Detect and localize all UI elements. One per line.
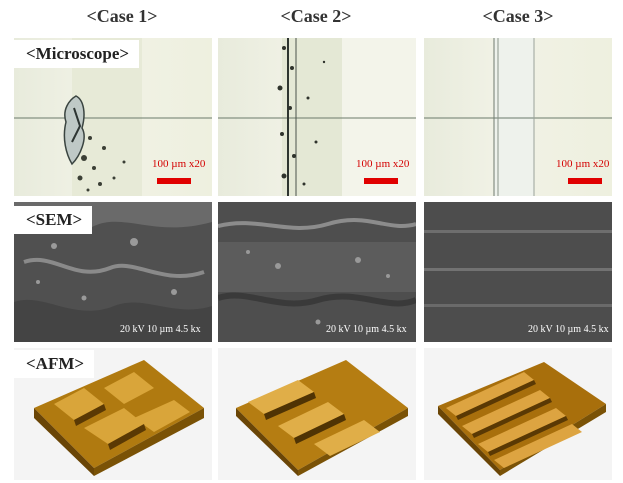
afm-case-3-image: [438, 362, 606, 476]
microscope-scale-bar-1: [157, 178, 191, 184]
sem-case-3: 20 kV 10 µm 4.5 kx: [424, 202, 612, 342]
microscope-scale-bar-2: [364, 178, 398, 184]
case-3-header: <Case 3>: [482, 6, 554, 26]
microscope-case-3-image: [424, 38, 612, 196]
microscope-case-3: 100 µm x20: [424, 38, 612, 196]
microscope-scale-label-1: 100 µm x20: [152, 158, 206, 170]
sem-case-2: 20 kV 10 µm 4.5 kx: [218, 202, 416, 342]
afm-case-3: [424, 348, 612, 480]
case-1-header: <Case 1>: [86, 6, 158, 26]
microscope-row-label: <Microscope>: [14, 40, 140, 68]
sem-scale-label-2: 20 kV 10 µm 4.5 kx: [326, 324, 407, 335]
sem-scale-label-1: 20 kV 10 µm 4.5 kx: [120, 324, 201, 335]
microscope-case-2-image: [218, 38, 416, 196]
sem-case-3-image: [424, 202, 612, 342]
afm-case-1-image: [34, 360, 204, 476]
microscope-scale-bar-3: [568, 178, 602, 184]
sem-scale-label-3: 20 kV 10 µm 4.5 kx: [528, 324, 609, 335]
afm-case-2: [218, 348, 416, 480]
case-2-header: <Case 2>: [280, 6, 352, 26]
sem-case-2-image: [218, 202, 416, 342]
afm-case-2-image: [236, 360, 408, 476]
microscope-scale-label-2: 100 µm x20: [356, 158, 410, 170]
afm-row-label: <AFM>: [14, 350, 95, 378]
sem-row-label: <SEM>: [14, 206, 93, 234]
microscope-case-2: 100 µm x20: [218, 38, 416, 196]
microscope-scale-label-3: 100 µm x20: [556, 158, 610, 170]
